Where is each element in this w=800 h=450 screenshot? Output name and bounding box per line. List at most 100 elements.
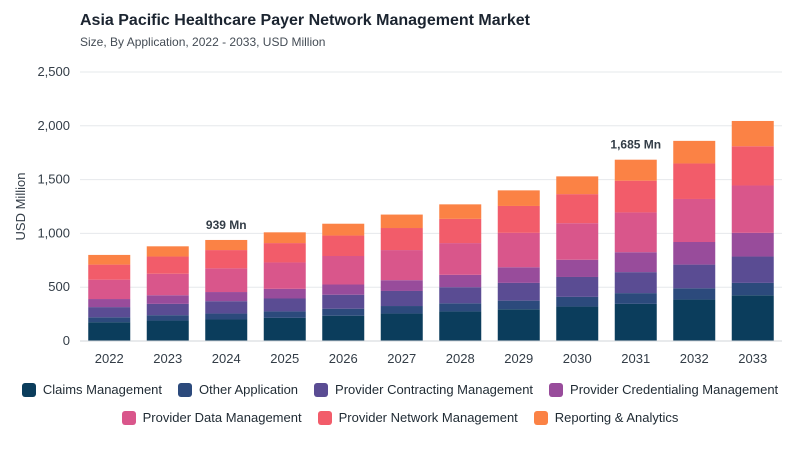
bar-segment xyxy=(439,218,482,244)
bar-segment xyxy=(497,232,540,268)
legend-item: Claims Management xyxy=(21,382,162,397)
x-tick-label: 2027 xyxy=(387,351,416,366)
legend-swatch xyxy=(549,382,564,397)
legend-swatch xyxy=(533,410,548,425)
x-tick-label: 2029 xyxy=(504,351,533,366)
bar-segment xyxy=(673,288,716,300)
legend-label: Other Application xyxy=(199,382,299,397)
x-tick-label: 2024 xyxy=(212,351,241,366)
bar-segment xyxy=(263,298,306,312)
legend-label: Provider Data Management xyxy=(142,410,302,425)
bar-segment xyxy=(556,223,599,260)
bar-segment xyxy=(205,301,248,314)
bar-segment xyxy=(439,274,482,288)
bar-segment xyxy=(556,259,599,277)
bar-segment xyxy=(88,317,131,323)
bar-segment xyxy=(263,262,306,289)
bar-segment xyxy=(380,250,423,281)
bar-segment xyxy=(556,176,599,195)
bar-segment xyxy=(614,293,657,304)
bar-segment xyxy=(205,292,248,302)
bar-segment xyxy=(439,287,482,304)
x-tick-label: 2031 xyxy=(621,351,650,366)
chart-subtitle: Size, By Application, 2022 - 2033, USD M… xyxy=(80,35,326,49)
x-tick-label: 2033 xyxy=(738,351,767,366)
y-tick-label: 2,000 xyxy=(37,118,70,133)
bar-segment xyxy=(322,235,365,256)
bar-segment xyxy=(556,296,599,307)
bar-segment xyxy=(673,198,716,243)
bar-segment xyxy=(497,267,540,283)
bar-segment xyxy=(614,303,657,341)
bar-segment xyxy=(263,311,306,318)
legend-item: Provider Contracting Management xyxy=(314,382,533,397)
bar-segment xyxy=(731,146,774,186)
bar-segment xyxy=(88,307,131,318)
bar-segment xyxy=(497,282,540,301)
bar-segment xyxy=(439,204,482,219)
y-tick-label: 0 xyxy=(63,333,70,348)
bar-segment xyxy=(556,194,599,224)
bar-segment xyxy=(146,303,189,316)
bar-segment xyxy=(556,276,599,297)
x-tick-label: 2028 xyxy=(446,351,475,366)
bar-segment xyxy=(673,242,716,265)
bar-segment xyxy=(322,223,365,236)
bar-segment xyxy=(731,282,774,296)
bar-segment xyxy=(731,256,774,283)
bar-segment xyxy=(614,180,657,213)
y-tick-label: 1,500 xyxy=(37,172,70,187)
bar-segment xyxy=(146,320,189,341)
y-axis-label: USD Million xyxy=(13,173,28,241)
bar-segment xyxy=(439,243,482,275)
bar-segment xyxy=(614,272,657,294)
legend-label: Reporting & Analytics xyxy=(554,410,679,425)
bar-segment xyxy=(322,315,365,341)
legend-swatch xyxy=(317,410,332,425)
bar-segment xyxy=(88,299,131,308)
bar-segment xyxy=(146,295,189,304)
bar-segment xyxy=(205,319,248,341)
data-label: 1,685 Mn xyxy=(610,138,661,152)
bar-segment xyxy=(88,279,131,300)
bar-segment xyxy=(673,140,716,164)
legend-item: Provider Network Management xyxy=(317,410,518,425)
bar-segment xyxy=(322,294,365,309)
y-tick-label: 2,500 xyxy=(37,64,70,79)
bar-segment xyxy=(556,306,599,341)
bar-segment xyxy=(380,214,423,229)
x-tick-label: 2032 xyxy=(680,351,709,366)
bar-segment xyxy=(380,290,423,307)
bar-segment xyxy=(731,232,774,257)
legend-label: Provider Network Management xyxy=(338,410,518,425)
bar-segment xyxy=(88,254,131,265)
bar-segment xyxy=(88,322,131,341)
x-tick-label: 2025 xyxy=(270,351,299,366)
legend-item: Reporting & Analytics xyxy=(533,410,679,425)
bar-segment xyxy=(731,120,774,147)
bar-segment xyxy=(205,239,248,251)
legend-row: Provider Data Management Provider Network… xyxy=(0,410,800,425)
bar-segment xyxy=(614,212,657,253)
bar-segment xyxy=(497,205,540,233)
bar-segment xyxy=(322,308,365,316)
chart-title: Asia Pacific Healthcare Payer Network Ma… xyxy=(80,12,530,29)
legend-row: Claims Management Other Application Provid… xyxy=(0,382,800,397)
bar-segment xyxy=(614,252,657,273)
x-tick-label: 2030 xyxy=(563,351,592,366)
bar-segment xyxy=(322,284,365,295)
legend-swatch xyxy=(314,382,329,397)
bar-segment xyxy=(497,190,540,206)
bar-segment xyxy=(380,228,423,251)
bar-segment xyxy=(380,306,423,314)
bar-segment xyxy=(673,299,716,341)
bar-segment xyxy=(497,309,540,341)
bar-segment xyxy=(731,185,774,233)
x-tick-label: 2023 xyxy=(153,351,182,366)
bar-segment xyxy=(673,163,716,199)
bar-segment xyxy=(146,273,189,296)
data-label: 939 Mn xyxy=(206,218,247,232)
bar-segment xyxy=(439,303,482,312)
bar-segment xyxy=(497,300,540,310)
